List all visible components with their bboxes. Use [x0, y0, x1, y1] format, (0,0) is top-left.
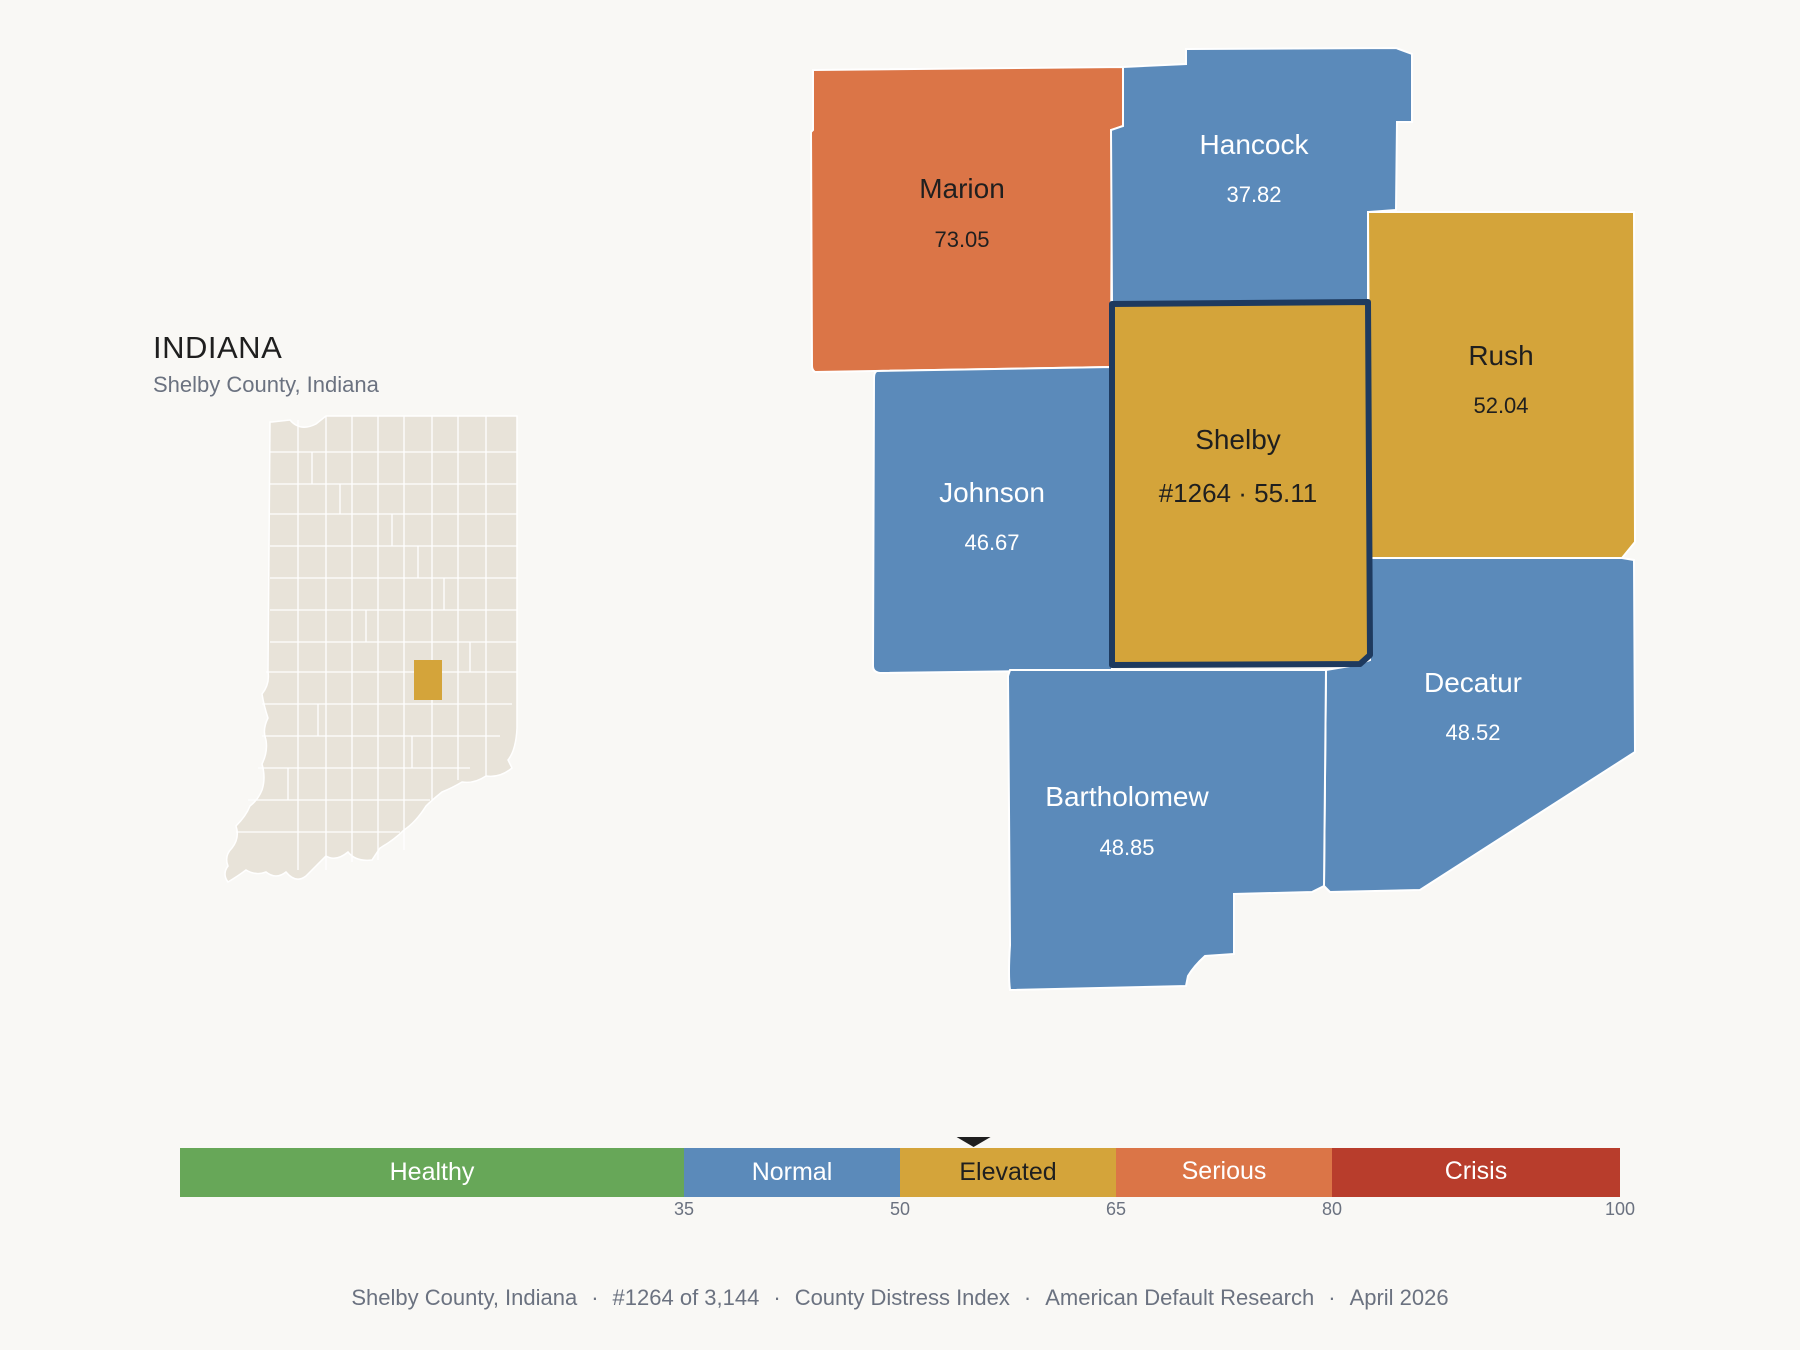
label-johnson-name: Johnson — [939, 477, 1045, 508]
legend-label-elevated: Elevated — [959, 1158, 1056, 1186]
footer-date: April 2026 — [1349, 1285, 1449, 1310]
footer-caption: Shelby County, Indiana · #1264 of 3,144 · Co… — [0, 1285, 1800, 1311]
label-bartholomew-value: 48.85 — [1099, 835, 1154, 860]
legend-band-serious — [1116, 1148, 1332, 1197]
legend-label-normal: Normal — [752, 1158, 833, 1186]
footer-separator: · — [1023, 1285, 1032, 1310]
county-bartholomew[interactable] — [1006, 669, 1328, 992]
legend-band-normal — [684, 1148, 900, 1197]
legend-band-crisis — [1332, 1148, 1620, 1197]
label-hancock-value: 37.82 — [1226, 182, 1281, 207]
county-rush[interactable] — [1366, 211, 1637, 559]
legend-tick-100: 100 — [1605, 1199, 1635, 1219]
legend-label-serious: Serious — [1182, 1157, 1267, 1185]
legend-tick-35: 35 — [674, 1199, 694, 1219]
label-decatur-value: 48.52 — [1445, 720, 1500, 745]
legend-value-marker — [956, 1137, 991, 1147]
county-labels: Marion 73.05 Hancock 37.82 Rush 52.04 Jo… — [919, 129, 1533, 860]
footer-rank: #1264 of 3,144 — [612, 1285, 760, 1310]
county-hancock[interactable] — [1109, 46, 1413, 306]
label-johnson-value: 46.67 — [964, 530, 1019, 555]
indiana-state-outline — [224, 415, 518, 883]
state-subtitle: Shelby County, Indiana — [153, 372, 379, 397]
legend-scale: Healthy Normal Elevated Serious Crisis 3… — [180, 1137, 1635, 1219]
legend-label-healthy: Healthy — [390, 1158, 475, 1186]
label-hancock-name: Hancock — [1200, 129, 1310, 160]
label-shelby-value: #1264 · 55.11 — [1159, 478, 1318, 508]
label-rush-value: 52.04 — [1473, 393, 1528, 418]
legend-label-crisis: Crisis — [1445, 1157, 1508, 1185]
footer-index-name: County Distress Index — [794, 1285, 1010, 1310]
label-rush-name: Rush — [1468, 340, 1533, 371]
legend-band-healthy — [180, 1148, 684, 1197]
footer-separator: · — [591, 1285, 599, 1310]
county-map — [809, 46, 1637, 992]
county-johnson[interactable] — [871, 365, 1114, 675]
county-marion[interactable] — [809, 65, 1124, 374]
county-shelby[interactable] — [1109, 299, 1373, 668]
footer-separator: · — [773, 1285, 781, 1310]
label-decatur-name: Decatur — [1424, 667, 1522, 698]
label-shelby-name: Shelby — [1195, 424, 1281, 455]
legend-tick-50: 50 — [890, 1199, 910, 1219]
label-marion-name: Marion — [919, 173, 1005, 204]
legend-band-elevated — [900, 1148, 1116, 1197]
label-marion-value: 73.05 — [934, 227, 989, 252]
label-bartholomew-name: Bartholomew — [1045, 781, 1209, 812]
footer-separator: · — [1328, 1285, 1336, 1310]
state-title: INDIANA — [153, 330, 283, 365]
legend-tick-80: 80 — [1322, 1199, 1342, 1219]
legend-tick-65: 65 — [1106, 1199, 1126, 1219]
indiana-inset-map — [224, 415, 518, 883]
inset-shelby-highlight — [414, 660, 442, 700]
inset-county-grid — [236, 416, 517, 870]
footer-location: Shelby County, Indiana — [351, 1285, 578, 1310]
footer-source: American Default Research — [1045, 1285, 1315, 1310]
